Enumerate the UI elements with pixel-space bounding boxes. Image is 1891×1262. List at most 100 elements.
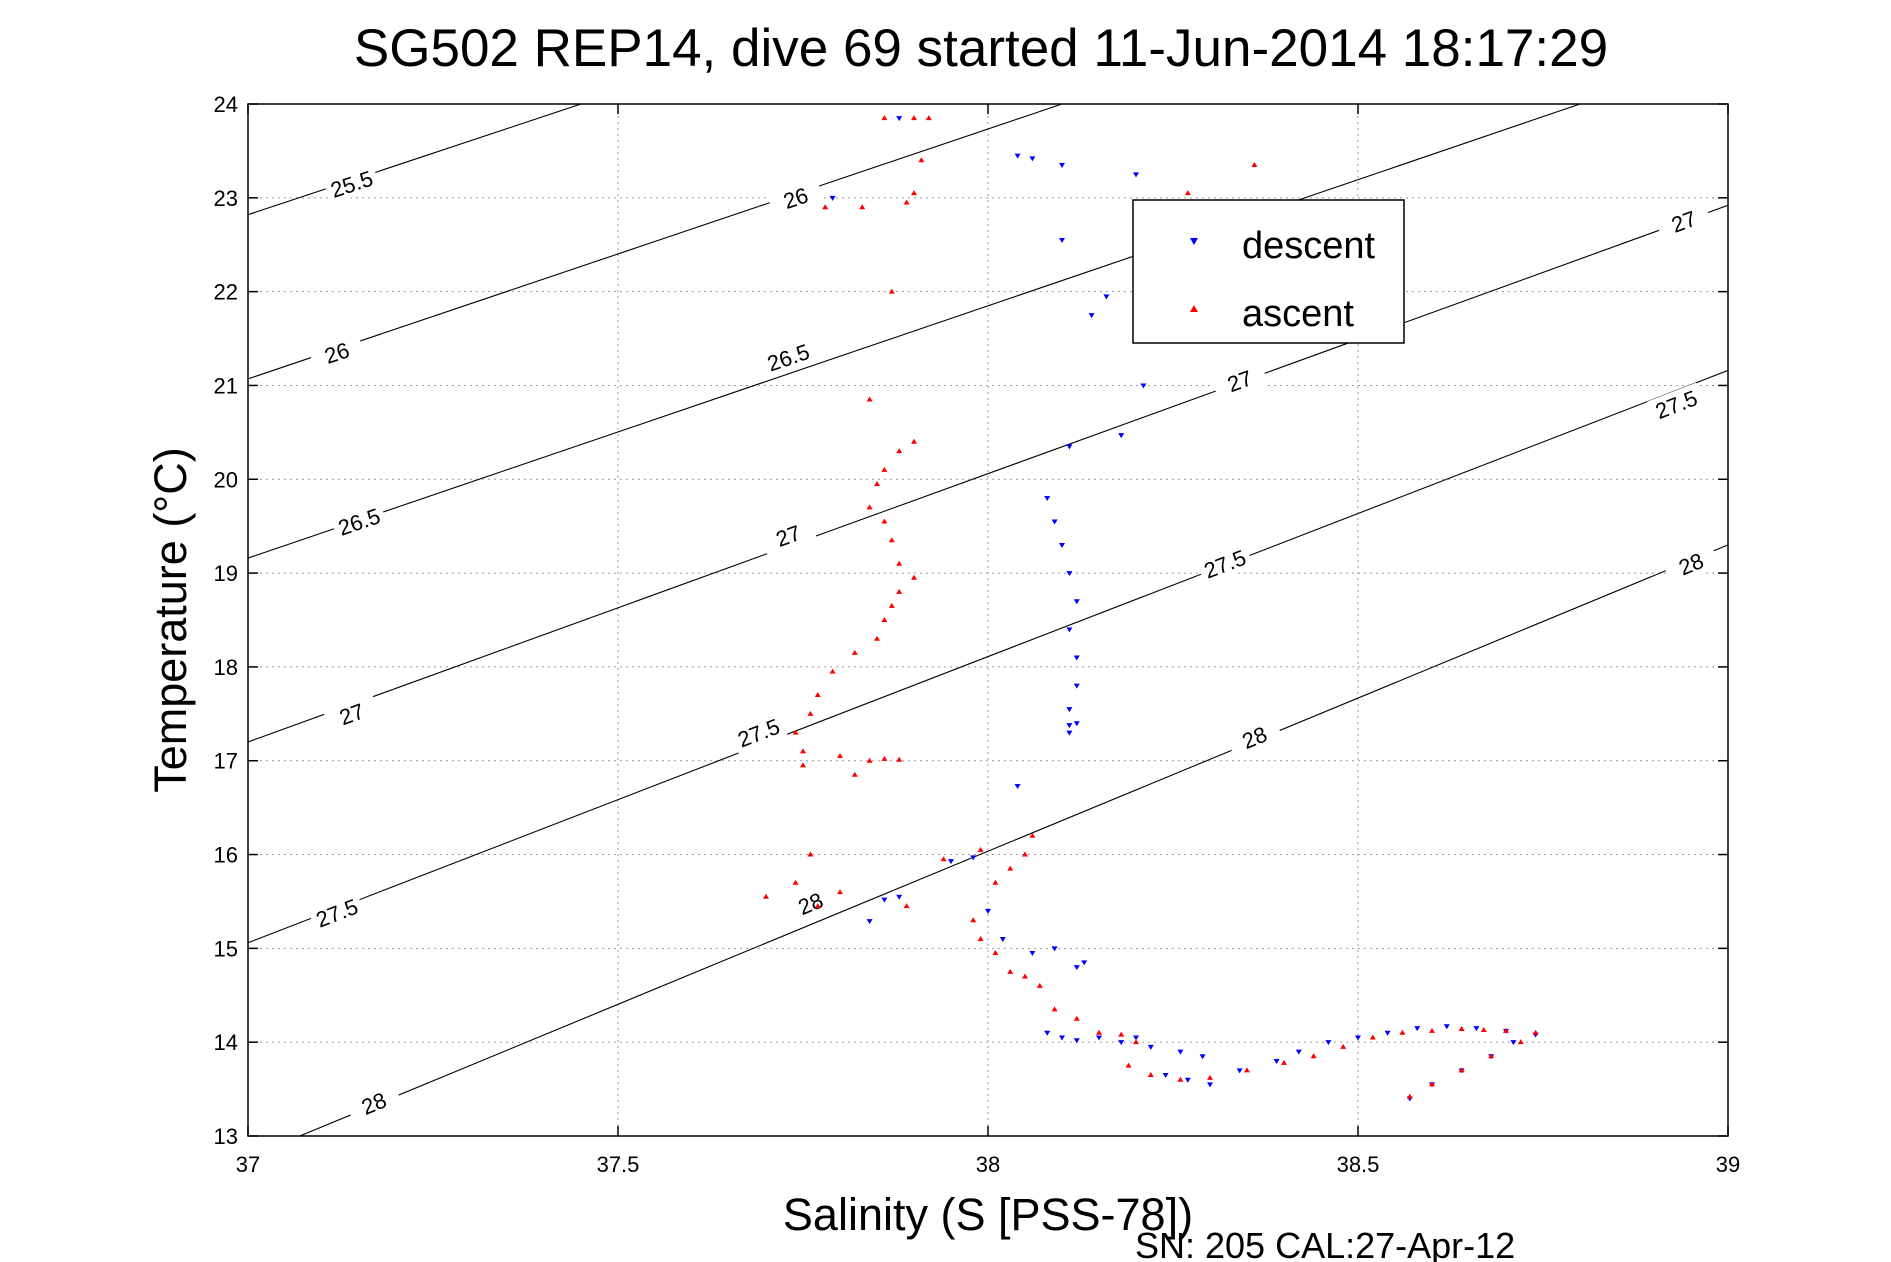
ascent-point [918, 157, 925, 163]
ascent-point [1517, 1039, 1524, 1045]
descent-point [1081, 960, 1088, 966]
y-tick-label: 22 [214, 280, 238, 305]
ascent-point [911, 115, 917, 121]
contour-label-background [1195, 542, 1254, 586]
descent-point [1162, 1073, 1169, 1079]
x-tick-label: 38 [976, 1152, 1000, 1177]
descent-point [1073, 965, 1080, 971]
descent-point [1029, 156, 1036, 162]
ascent-point [814, 692, 821, 698]
ascent-point [874, 480, 880, 486]
descent-point [1443, 1024, 1450, 1030]
ascent-point [1207, 1074, 1213, 1080]
ascent-point [881, 115, 888, 121]
ascent-point [1310, 1053, 1317, 1059]
ascent-point [1244, 1067, 1250, 1073]
contour-label: 26 [308, 331, 366, 374]
descent-point [948, 859, 954, 865]
contour-label-background [307, 891, 366, 935]
contour-label: 26.5 [330, 500, 388, 543]
contour-label: 26.5 [759, 336, 818, 379]
descent-point [1066, 444, 1073, 450]
contour-label-background [1662, 541, 1720, 586]
ascent-point [1458, 1067, 1465, 1073]
descent-point [1066, 723, 1073, 729]
ascent-point [1177, 1076, 1184, 1082]
descent-point [1044, 496, 1051, 502]
ascent-point [970, 917, 977, 923]
ascent-point [881, 617, 888, 622]
contour-label: 27.5 [307, 891, 366, 935]
ascent-point [1096, 1029, 1102, 1035]
contour-label-background [1210, 359, 1269, 402]
ascent-point [1532, 1029, 1539, 1035]
descent-point [1207, 1082, 1213, 1088]
ascent-point [1458, 1026, 1465, 1032]
descent-point [1118, 1040, 1125, 1046]
contour-label: 27.5 [1647, 382, 1706, 426]
ascent-point [1125, 1062, 1132, 1068]
ascent-point [837, 753, 843, 759]
contour-line [248, 104, 1063, 380]
ascent-point [1251, 161, 1258, 167]
ascent-point [837, 889, 843, 895]
ascent-point [807, 851, 814, 857]
descent-point [1014, 153, 1021, 159]
ascent-point [1073, 1015, 1080, 1021]
contour-label-background [766, 177, 825, 219]
y-tick-label: 21 [214, 373, 238, 398]
ascent-point [992, 950, 999, 956]
ascent-point [896, 756, 903, 762]
ascent-point [1340, 1043, 1347, 1049]
ascent-point [807, 710, 814, 716]
descent-point [881, 897, 888, 903]
contour-label: 27 [759, 514, 818, 557]
descent-point [1066, 707, 1073, 713]
y-tick-label: 16 [214, 843, 238, 868]
descent-point [1414, 1026, 1421, 1032]
ascent-point [1406, 1093, 1413, 1099]
ascent-point [866, 757, 873, 763]
ascent-point [822, 204, 829, 210]
contour-label: 27.5 [729, 711, 788, 755]
ascent-point [792, 879, 799, 885]
legend: descent ascent [1132, 199, 1405, 344]
descent-point [985, 908, 991, 914]
ascent-point [881, 518, 888, 524]
contour-label-text: 27.5 [1652, 385, 1701, 424]
contour-label: 28 [1225, 715, 1284, 760]
ascent-point [888, 602, 895, 608]
contour-label-text: 27.5 [1200, 545, 1249, 584]
descent-point [1066, 730, 1073, 736]
ascent-point [1007, 968, 1014, 974]
descent-point [1044, 1030, 1051, 1036]
y-tick-label: 24 [214, 92, 238, 117]
descent-point [1073, 721, 1080, 727]
descent-point [1295, 1049, 1302, 1055]
ascent-point [896, 560, 903, 566]
contour-label: 27.5 [1195, 542, 1254, 586]
descent-point [1473, 1026, 1480, 1032]
descent-point [1184, 1077, 1191, 1083]
contour-label-background [322, 692, 381, 735]
ascent-point [859, 204, 866, 210]
ascent-point [1051, 1006, 1058, 1012]
x-axis-label: Salinity (S [PSS-78]) [783, 1189, 1193, 1240]
data-points [763, 115, 1539, 1102]
ascent-point [1488, 1053, 1495, 1059]
ascent-point [1429, 1081, 1435, 1087]
x-tick-label: 39 [1716, 1152, 1740, 1177]
descent-point [896, 116, 903, 122]
ascent-point [1503, 1027, 1509, 1033]
y-tick-label: 23 [214, 186, 238, 211]
descent-point [866, 919, 873, 925]
footer-text: SN: 205 CAL:27-Apr-12 [1135, 1225, 1515, 1262]
contour-label: 27 [322, 692, 381, 735]
contour-line [248, 104, 582, 216]
contour-label-background [759, 514, 818, 557]
descent-point [1059, 542, 1065, 548]
descent-point [1140, 383, 1147, 389]
ascent-point [888, 537, 895, 543]
contour-label-text: 26.5 [335, 503, 384, 540]
descent-point [1384, 1030, 1391, 1036]
